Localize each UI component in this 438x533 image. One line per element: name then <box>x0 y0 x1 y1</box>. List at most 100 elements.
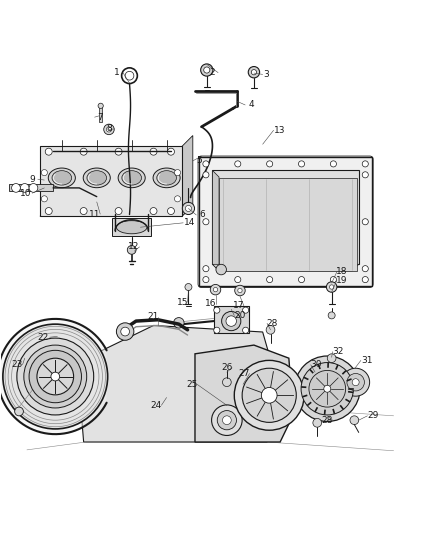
Text: 23: 23 <box>11 360 23 369</box>
Circle shape <box>115 207 122 215</box>
Circle shape <box>243 327 249 333</box>
Circle shape <box>182 203 194 215</box>
Polygon shape <box>40 147 182 216</box>
Circle shape <box>17 338 94 415</box>
Text: 8: 8 <box>106 125 112 133</box>
Circle shape <box>174 169 180 176</box>
Ellipse shape <box>118 168 145 188</box>
Text: 20: 20 <box>234 311 246 320</box>
Circle shape <box>45 207 52 215</box>
Polygon shape <box>0 319 106 434</box>
Circle shape <box>203 161 209 167</box>
Circle shape <box>352 379 359 386</box>
Ellipse shape <box>48 168 75 188</box>
Circle shape <box>185 205 191 212</box>
Circle shape <box>298 277 304 282</box>
Circle shape <box>223 378 231 386</box>
Text: 30: 30 <box>310 360 321 369</box>
Circle shape <box>201 64 213 76</box>
Circle shape <box>41 196 47 202</box>
Circle shape <box>210 285 221 295</box>
Circle shape <box>173 318 184 328</box>
Circle shape <box>327 354 336 362</box>
Circle shape <box>330 277 336 282</box>
Circle shape <box>41 169 47 176</box>
Bar <box>214 306 249 333</box>
Circle shape <box>235 285 245 296</box>
Text: 19: 19 <box>336 276 348 285</box>
Text: 14: 14 <box>184 219 195 228</box>
Circle shape <box>313 418 321 427</box>
Circle shape <box>298 161 304 167</box>
Circle shape <box>125 71 134 80</box>
Circle shape <box>239 382 247 391</box>
Circle shape <box>3 324 108 429</box>
Circle shape <box>242 368 296 422</box>
Circle shape <box>214 307 220 313</box>
Circle shape <box>342 368 370 396</box>
Circle shape <box>243 307 249 313</box>
Circle shape <box>301 362 353 415</box>
Circle shape <box>80 207 87 215</box>
Circle shape <box>80 148 87 155</box>
Text: 32: 32 <box>332 347 343 356</box>
Circle shape <box>115 148 122 155</box>
Polygon shape <box>212 264 359 271</box>
Text: 11: 11 <box>89 209 100 219</box>
Circle shape <box>362 277 368 282</box>
Text: 24: 24 <box>150 401 161 410</box>
Polygon shape <box>40 205 193 216</box>
Text: 18: 18 <box>336 267 348 276</box>
Text: 9: 9 <box>29 175 35 184</box>
Text: 17: 17 <box>233 301 244 310</box>
Text: 31: 31 <box>361 356 372 365</box>
Circle shape <box>326 282 337 292</box>
Text: 12: 12 <box>128 243 140 252</box>
Circle shape <box>347 374 364 391</box>
Circle shape <box>37 358 74 395</box>
Text: 26: 26 <box>221 364 233 372</box>
Text: 29: 29 <box>367 411 378 421</box>
Circle shape <box>267 161 273 167</box>
Circle shape <box>117 323 134 340</box>
Polygon shape <box>112 219 151 236</box>
Circle shape <box>261 387 277 403</box>
Circle shape <box>267 277 273 282</box>
Circle shape <box>29 183 38 192</box>
Ellipse shape <box>83 168 110 188</box>
Circle shape <box>121 327 130 336</box>
Circle shape <box>24 345 87 408</box>
Circle shape <box>167 148 174 155</box>
Circle shape <box>12 183 20 192</box>
Circle shape <box>29 350 81 403</box>
Circle shape <box>362 265 368 272</box>
Circle shape <box>104 124 114 135</box>
Text: 27: 27 <box>239 369 250 378</box>
Circle shape <box>226 316 237 326</box>
Polygon shape <box>10 184 53 191</box>
Text: 13: 13 <box>274 126 286 135</box>
Circle shape <box>362 172 368 178</box>
Circle shape <box>362 219 368 225</box>
Ellipse shape <box>117 221 147 234</box>
Circle shape <box>212 405 242 435</box>
Circle shape <box>251 70 257 75</box>
Circle shape <box>328 312 335 319</box>
Circle shape <box>222 311 241 330</box>
Text: 4: 4 <box>249 100 254 109</box>
Circle shape <box>203 265 209 272</box>
Circle shape <box>309 370 346 407</box>
Text: 15: 15 <box>177 298 189 307</box>
Circle shape <box>106 127 112 132</box>
Bar <box>99 107 102 123</box>
Ellipse shape <box>52 171 72 185</box>
Circle shape <box>167 207 174 215</box>
Circle shape <box>217 410 237 430</box>
Circle shape <box>174 196 180 202</box>
Polygon shape <box>199 157 372 286</box>
Text: 28: 28 <box>321 416 333 425</box>
Circle shape <box>203 277 209 282</box>
Ellipse shape <box>122 171 141 185</box>
Text: 21: 21 <box>147 312 158 321</box>
Circle shape <box>248 67 260 78</box>
